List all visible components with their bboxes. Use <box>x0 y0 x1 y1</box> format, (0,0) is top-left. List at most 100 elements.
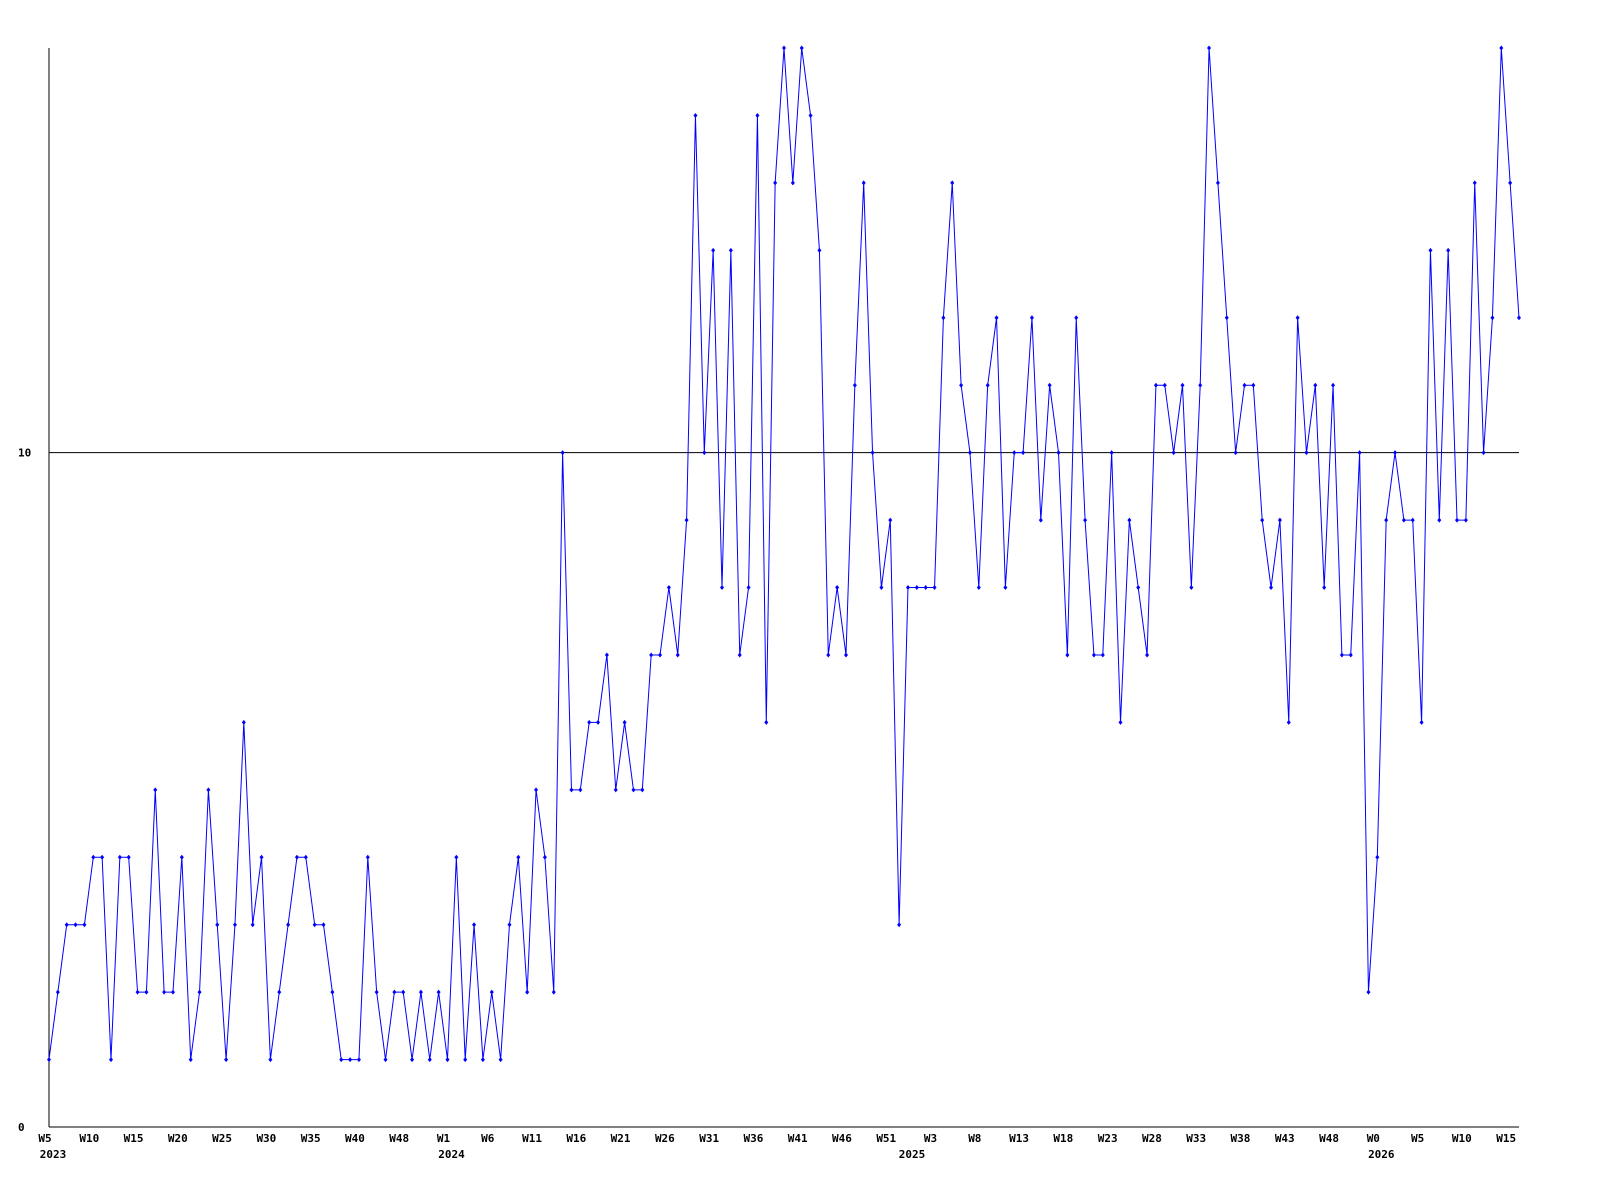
point-marker <box>1153 382 1158 388</box>
year-label: 2026 <box>1368 1148 1395 1161</box>
point-marker <box>746 585 751 590</box>
x-tick-label: W1 <box>437 1132 451 1145</box>
point-marker <box>817 247 822 253</box>
point-marker <box>1339 652 1344 658</box>
point-marker <box>259 854 264 860</box>
point-marker <box>613 787 618 793</box>
point-marker <box>454 854 459 860</box>
x-tick-label: W5 <box>38 1132 51 1145</box>
x-tick-label: W5 <box>1411 1132 1424 1145</box>
x-tick-label: W43 <box>1275 1132 1295 1145</box>
point-marker <box>870 450 875 456</box>
point-marker <box>108 1057 113 1063</box>
x-tick-label: W6 <box>481 1132 495 1145</box>
point-marker <box>1056 450 1061 456</box>
point-marker <box>197 989 202 995</box>
x-tick-label: W30 <box>256 1132 276 1145</box>
point-marker <box>1508 180 1513 186</box>
point-marker <box>658 652 663 658</box>
point-marker <box>711 247 716 253</box>
point-marker <box>1428 247 1433 253</box>
point-marker <box>1348 652 1353 658</box>
point-marker <box>1499 45 1504 51</box>
point-marker <box>1304 450 1309 456</box>
point-marker <box>914 585 919 590</box>
point-marker <box>73 922 78 928</box>
point-marker <box>241 719 246 725</box>
point-marker <box>782 45 786 51</box>
point-marker <box>144 989 149 995</box>
year-label: 2023 <box>40 1148 67 1161</box>
point-marker <box>224 1057 229 1063</box>
x-tick-label: W10 <box>79 1132 99 1145</box>
point-marker <box>1472 180 1477 186</box>
x-tick-label: W35 <box>301 1132 321 1145</box>
point-marker <box>100 854 105 860</box>
point-marker <box>1091 652 1096 658</box>
point-marker <box>303 854 308 860</box>
x-tick-label: W40 <box>345 1132 365 1145</box>
x-tick-label: W23 <box>1098 1132 1118 1145</box>
point-marker <box>861 180 866 186</box>
x-tick-label: W46 <box>832 1132 852 1145</box>
point-marker <box>1109 450 1114 456</box>
point-marker <box>472 922 477 928</box>
point-marker <box>1198 382 1203 388</box>
point-marker <box>82 922 87 928</box>
x-tick-label: W8 <box>968 1132 981 1145</box>
point-marker <box>1065 652 1070 658</box>
x-tick-label: W21 <box>611 1132 631 1145</box>
data-line <box>48 47 1520 1061</box>
point-marker <box>1463 517 1468 523</box>
point-marker <box>1029 315 1034 321</box>
point-marker <box>1242 382 1247 388</box>
point-marker <box>1215 180 1220 186</box>
point-marker <box>135 989 140 995</box>
point-marker <box>542 854 547 860</box>
point-marker <box>64 922 69 928</box>
x-tick-label: W11 <box>522 1132 542 1145</box>
point-marker <box>675 652 680 658</box>
point-marker <box>1286 719 1291 725</box>
point-marker <box>47 1057 51 1063</box>
x-tick-label: W25 <box>212 1132 232 1145</box>
point-marker <box>1357 450 1362 456</box>
point-marker <box>1260 517 1265 523</box>
point-marker <box>525 989 530 995</box>
point-marker <box>737 652 742 658</box>
point-marker <box>339 1057 344 1063</box>
point-marker <box>356 1057 361 1063</box>
point-marker <box>640 787 645 793</box>
point-marker <box>1127 517 1132 523</box>
point-marker <box>976 585 981 590</box>
point-marker <box>55 989 60 995</box>
x-tick-label: W10 <box>1452 1132 1472 1145</box>
x-tick-label: W41 <box>788 1132 808 1145</box>
point-marker <box>463 1057 468 1063</box>
point-marker <box>578 787 583 793</box>
point-marker <box>268 1057 273 1063</box>
point-marker <box>959 382 964 388</box>
point-marker <box>427 1057 432 1063</box>
x-tick-label: W18 <box>1053 1132 1073 1145</box>
x-tick-label: W33 <box>1186 1132 1206 1145</box>
point-marker <box>1366 989 1371 995</box>
point-marker <box>232 922 237 928</box>
point-marker <box>1384 517 1389 523</box>
point-marker <box>1189 585 1194 590</box>
point-marker <box>994 315 999 321</box>
point-marker <box>852 382 857 388</box>
point-marker <box>1455 517 1460 523</box>
point-marker <box>215 922 220 928</box>
point-marker <box>1021 450 1026 456</box>
point-marker <box>905 585 910 590</box>
point-marker <box>516 854 521 860</box>
point-marker <box>250 922 255 928</box>
point-marker <box>879 585 884 590</box>
point-marker <box>932 585 937 590</box>
point-marker <box>1375 854 1380 860</box>
point-marker <box>764 719 769 725</box>
x-tick-label: W51 <box>876 1132 896 1145</box>
point-marker <box>773 180 778 186</box>
